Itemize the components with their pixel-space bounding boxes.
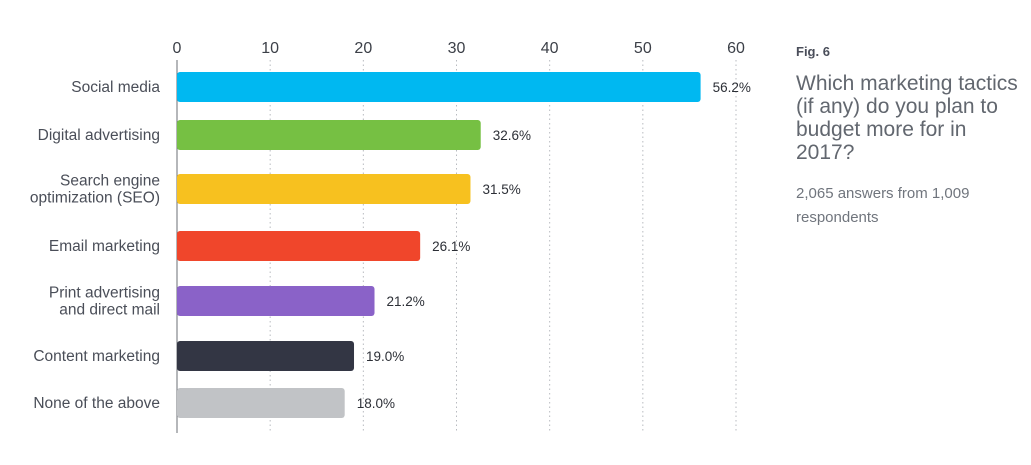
bar-7: [177, 388, 345, 418]
bar-1: [177, 72, 701, 102]
chart-question: Which marketing tactics (if any) do you …: [796, 72, 1018, 164]
category-label-2: Digital advertising: [38, 127, 160, 144]
x-tick-label-30: 30: [448, 40, 466, 57]
bar-2: [177, 120, 481, 150]
x-tick-label-60: 60: [727, 40, 745, 57]
value-label-1: 56.2%: [713, 80, 751, 95]
bar-3: [177, 174, 471, 204]
bar-5: [177, 286, 375, 316]
value-label-2: 32.6%: [493, 128, 531, 143]
x-tick-label-10: 10: [261, 40, 279, 57]
x-tick-label-0: 0: [173, 40, 182, 57]
category-label-7: None of the above: [33, 395, 160, 412]
value-label-6: 19.0%: [366, 349, 404, 364]
category-label-6: Content marketing: [33, 348, 160, 365]
x-tick-label-50: 50: [634, 40, 652, 57]
category-label-1: Social media: [71, 79, 160, 96]
x-tick-label-40: 40: [541, 40, 559, 57]
bar-4: [177, 231, 421, 261]
category-label-5: Print advertising and direct mail: [49, 285, 160, 319]
x-tick-label-20: 20: [354, 40, 372, 57]
category-label-4: Email marketing: [49, 238, 160, 255]
category-label-3: Search engine optimization (SEO): [30, 173, 160, 207]
value-label-4: 26.1%: [432, 239, 470, 254]
answers-note: 2,065 answers from 1,009 respondents: [796, 185, 970, 226]
value-label-7: 18.0%: [357, 396, 395, 411]
figure-label: Fig. 6: [796, 44, 830, 59]
value-label-5: 21.2%: [387, 294, 425, 309]
bar-chart: 0 10 20 30 40 50 60 Social media 56.2% Digital ad…: [30, 40, 751, 433]
value-label-3: 31.5%: [482, 182, 520, 197]
bar-6: [177, 341, 355, 371]
